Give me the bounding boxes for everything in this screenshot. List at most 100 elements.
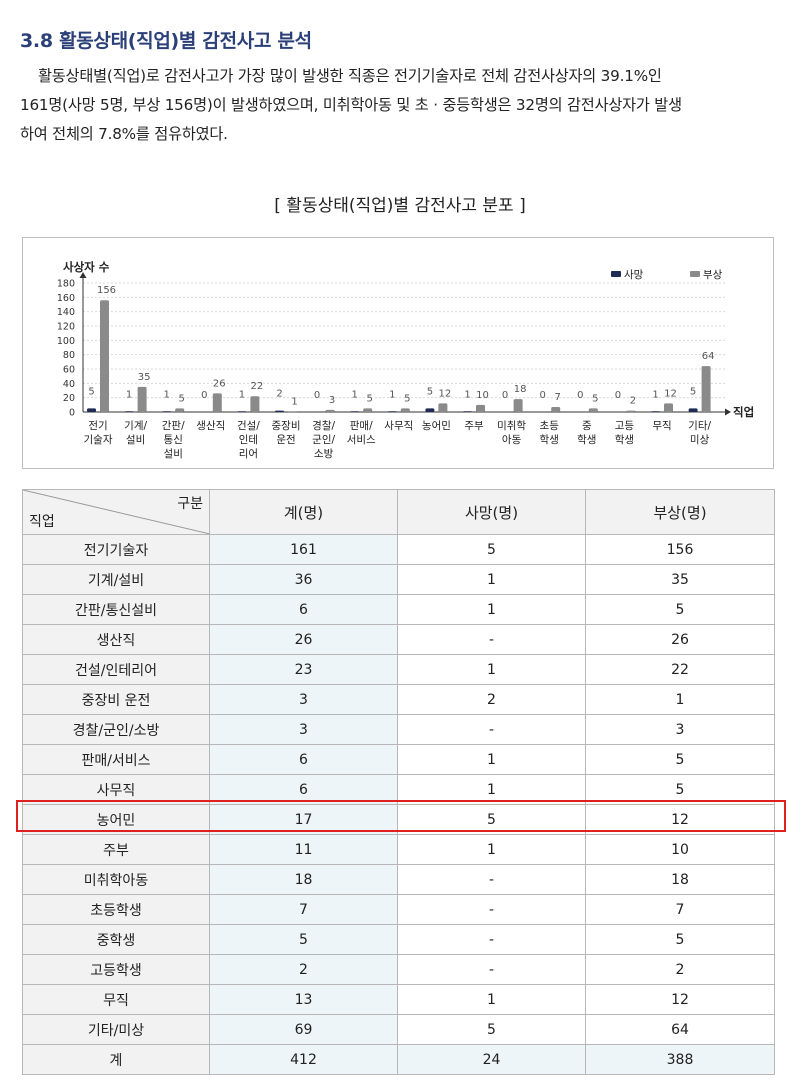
x-tick-label: 미취학 [497, 420, 526, 432]
row-total: 6 [209, 744, 398, 775]
data-label-injury: 5 [592, 393, 598, 404]
data-label-death: 1 [164, 389, 170, 400]
bar-death [162, 411, 172, 412]
row-injury: 156 [585, 534, 775, 565]
row-injury: 3 [585, 714, 775, 745]
bar-injury [250, 396, 260, 412]
x-tick-label: 미상 [690, 434, 710, 446]
row-death: 5 [397, 1014, 586, 1045]
row-death: - [397, 714, 586, 745]
x-tick-label: 설비 [164, 448, 183, 460]
total-row-total: 412 [209, 1044, 398, 1075]
row-total: 2 [209, 954, 398, 985]
row-label: 무직 [22, 984, 210, 1015]
data-label-death: 5 [427, 386, 433, 397]
data-label-death: 1 [389, 389, 395, 400]
bar-injury [175, 408, 185, 412]
bar-injury [288, 411, 297, 413]
row-injury: 35 [585, 564, 775, 595]
x-tick-label: 농어민 [422, 420, 451, 432]
bar-injury [137, 386, 147, 412]
x-tick-label: 생산직 [196, 420, 225, 432]
x-tick-label: 통신 [164, 434, 183, 446]
row-total: 36 [209, 564, 398, 595]
row-label: 사무직 [22, 774, 210, 805]
row-death: - [397, 894, 586, 925]
row-total: 69 [209, 1014, 398, 1045]
table-row: 경찰/군인/소방 3-3 [22, 714, 775, 745]
row-injury: 1 [585, 684, 775, 715]
bar-injury [476, 404, 485, 412]
y-tick-label: 0 [69, 408, 75, 419]
data-label-injury: 1 [291, 396, 297, 407]
row-death: - [397, 924, 586, 955]
row-death: 1 [397, 654, 586, 685]
corner-label-occupation: 직업 [29, 514, 55, 530]
row-death: - [397, 954, 586, 985]
total-row-death: 24 [397, 1044, 586, 1075]
bar-injury [588, 408, 598, 412]
paragraph-line: 활동상태별(직업)로 감전사고가 가장 많이 발생한 직종은 전기기술자로 전체… [38, 67, 662, 85]
y-tick-label: 160 [57, 293, 75, 304]
table-row: 농어민 17 5 12 [22, 804, 775, 835]
bar-injury [438, 403, 448, 412]
row-total: 18 [209, 864, 398, 895]
table-corner-cell: 구분 직업 [22, 489, 210, 535]
y-tick-label: 140 [57, 307, 75, 318]
y-tick-label: 180 [57, 279, 75, 290]
bar-injury [626, 410, 636, 412]
x-tick-label: 주부 [464, 420, 484, 432]
row-label: 간판/통신설비 [22, 594, 210, 625]
x-tick-label: 간판/ [162, 420, 185, 432]
table-row: 주부 11 1 10 [22, 834, 775, 865]
x-tick-label: 기타/ [688, 420, 711, 432]
row-total: 6 [209, 594, 398, 625]
row-injury: 12 [585, 984, 775, 1015]
data-label-death: 5 [88, 386, 94, 397]
row-label: 판매/서비스 [22, 744, 210, 775]
table-header-row: 구분 직업 계(명) 사망(명) 부상(명) [22, 489, 775, 535]
table-row: 건설/인테리어 23 1 22 [22, 654, 775, 685]
row-label: 미취학아동 [22, 864, 210, 895]
y-tick-label: 100 [57, 336, 75, 347]
row-death: 1 [397, 984, 586, 1015]
row-total: 26 [209, 624, 398, 655]
total-row-label: 계 [22, 1044, 210, 1075]
data-label-injury: 12 [439, 388, 452, 399]
row-label: 초등학생 [22, 894, 210, 925]
data-label-injury: 64 [702, 351, 715, 362]
bar-injury [325, 409, 335, 412]
table-row: 판매/서비스 6 1 5 [22, 744, 775, 775]
x-tick-label: 군인/ [312, 434, 335, 446]
row-label: 전기기술자 [22, 534, 210, 565]
row-label: 기계/설비 [22, 564, 210, 595]
row-label: 기타/미상 [22, 1014, 210, 1045]
table-row: 전기기술자 161 5 156 [22, 534, 775, 565]
data-label-injury: 12 [664, 388, 677, 399]
x-tick-label: 인테 [239, 434, 258, 446]
x-tick-label: 소방 [314, 448, 334, 460]
row-total: 11 [209, 834, 398, 865]
bar-death [651, 411, 660, 412]
data-label-death: 2 [276, 389, 282, 400]
y-tick-label: 120 [57, 322, 75, 333]
table-body: 전기기술자 161 5 156 기계/설비 36 1 35 간판/통신설비 6 1 5 생산직 26-26… [22, 534, 775, 1045]
row-injury: 2 [585, 954, 775, 985]
row-injury: 64 [585, 1014, 775, 1045]
bar-injury [400, 408, 410, 412]
data-label-injury: 18 [514, 384, 527, 395]
table-row: 간판/통신설비 6 1 5 [22, 594, 775, 625]
bar-death [87, 408, 96, 412]
x-tick-label: 판매/ [350, 420, 373, 432]
x-tick-label: 사무직 [384, 420, 413, 432]
data-label-injury: 26 [213, 378, 226, 389]
row-death: 1 [397, 594, 586, 625]
row-label: 고등학생 [22, 954, 210, 985]
data-label-death: 5 [690, 386, 696, 397]
bar-death [237, 411, 247, 412]
data-label-injury: 2 [630, 396, 636, 407]
row-injury: 12 [585, 804, 775, 835]
data-label-injury: 22 [251, 381, 264, 392]
x-tick-label: 리어 [239, 448, 258, 460]
